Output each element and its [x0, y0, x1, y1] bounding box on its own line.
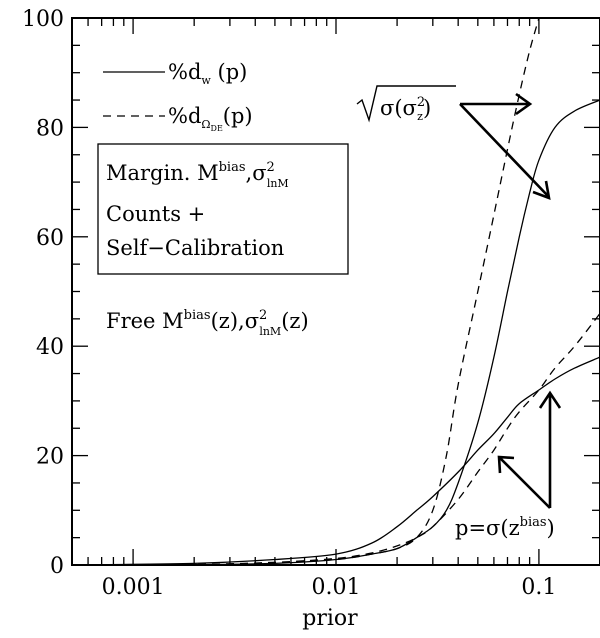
legend-label-solid: %dw (p) [168, 60, 247, 87]
sigma-z2-annotation: σ(σ2 z) [356, 85, 551, 201]
method-annotation-box: Margin. Mbias,σ2 lnM Counts + Self−Calibr… [97, 143, 349, 275]
y-tick-label: 60 [36, 226, 64, 251]
series-line-dashed-sigma_z2 [72, 18, 540, 565]
x-tick-label: 0.01 [312, 575, 361, 600]
arrow-horizontal [460, 92, 533, 116]
annotation-frame [97, 143, 349, 275]
legend: %dw (p) %dΩDE(p) [103, 60, 253, 133]
arrow-diagonal-up [497, 455, 551, 509]
axis-tick-labels: 0.001 0.01 0.1 0 20 40 60 80 100 [22, 7, 556, 600]
arrow-diagonal [459, 103, 551, 201]
y-tick-label: 40 [36, 335, 64, 360]
x-axis-title: prior [302, 606, 358, 631]
annotation-line-selfcal: Self−Calibration [106, 236, 284, 260]
legend-label-dashed: %dΩDE(p) [168, 104, 253, 133]
annotation-line-margin: Margin. Mbias,σ2 lnM [106, 160, 289, 190]
curves-layer [72, 18, 600, 565]
y-tick-label: 20 [36, 445, 64, 470]
y-tick-label: 100 [22, 7, 64, 32]
sigma-z2-label: σ(σ2 z) [380, 95, 431, 123]
x-tick-label: 0.001 [102, 575, 165, 600]
series-line-solid-z_bias [72, 356, 600, 565]
p-sigma-zbias-label: p=σ(zbias) [455, 515, 555, 540]
axis-ticks [71, 17, 600, 566]
y-tick-label: 80 [36, 116, 64, 141]
plot-frame [71, 17, 600, 566]
sqrt-symbol [356, 85, 456, 123]
annotation-free: Free Mbias(z),σ2 lnM(z) [106, 308, 309, 338]
z-bias-annotation: p=σ(zbias) [455, 390, 562, 540]
series-line-dashed-z_bias [72, 313, 600, 565]
x-tick-label: 0.1 [521, 575, 556, 600]
arrow-vertical [538, 390, 562, 508]
y-tick-label: 0 [50, 554, 64, 579]
annotation-line-counts: Counts + [106, 202, 205, 226]
